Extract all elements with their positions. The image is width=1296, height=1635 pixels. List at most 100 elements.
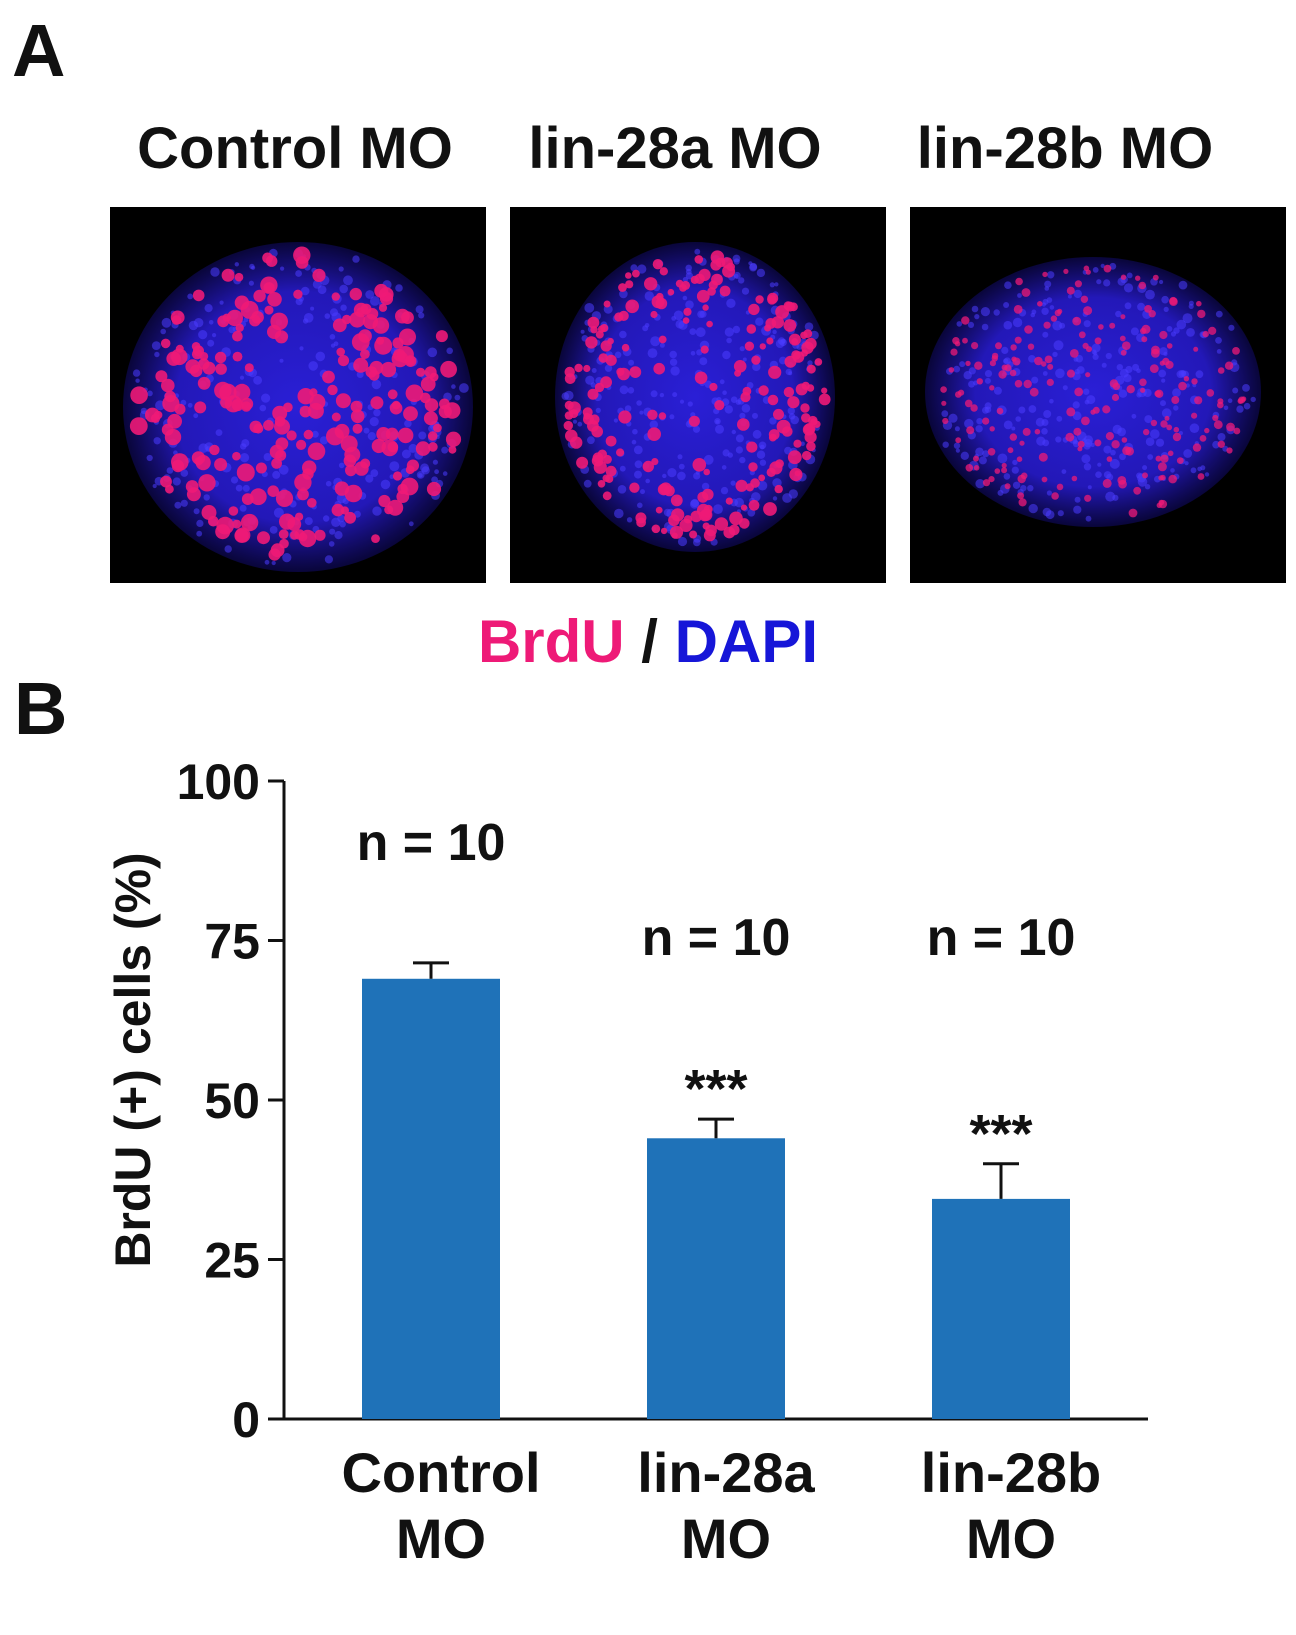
brdu-nucleus bbox=[1138, 281, 1147, 290]
brdu-nucleus bbox=[1082, 342, 1089, 349]
dapi-nucleus bbox=[1215, 337, 1222, 344]
brdu-nucleus bbox=[1066, 407, 1076, 417]
brdu-nucleus bbox=[1191, 412, 1198, 419]
brdu-nucleus bbox=[802, 450, 812, 461]
brdu-nucleus bbox=[621, 343, 630, 352]
brdu-nucleus bbox=[1217, 440, 1225, 448]
brdu-nucleus bbox=[279, 513, 296, 530]
brdu-nucleus bbox=[426, 481, 442, 497]
brdu-nucleus bbox=[602, 454, 612, 464]
dapi-nucleus bbox=[1236, 405, 1244, 413]
dapi-nucleus bbox=[204, 304, 213, 313]
dapi-nucleus bbox=[1083, 320, 1091, 328]
dapi-nucleus bbox=[630, 264, 638, 272]
brdu-nucleus bbox=[650, 310, 658, 319]
brdu-nucleus bbox=[1023, 379, 1032, 389]
dapi-nucleus bbox=[1003, 357, 1011, 365]
dapi-nucleus bbox=[694, 248, 701, 255]
dapi-nucleus bbox=[1173, 405, 1179, 411]
dapi-nucleus bbox=[401, 449, 411, 459]
brdu-nucleus bbox=[583, 364, 591, 373]
dapi-nucleus bbox=[340, 304, 347, 311]
stain-legend: BrdU / DAPI bbox=[0, 612, 1296, 672]
n-label: n = 10 bbox=[927, 909, 1076, 967]
dapi-nucleus bbox=[1052, 320, 1063, 331]
brdu-nucleus bbox=[433, 423, 442, 433]
dapi-nucleus bbox=[242, 484, 250, 492]
brdu-nucleus bbox=[376, 336, 385, 345]
brdu-nucleus bbox=[387, 499, 404, 516]
dapi-nucleus bbox=[1100, 263, 1105, 268]
dapi-nucleus bbox=[689, 328, 697, 335]
dapi-nucleus bbox=[1110, 449, 1116, 456]
dapi-nucleus bbox=[160, 328, 166, 335]
dapi-nucleus bbox=[427, 347, 438, 358]
dapi-nucleus bbox=[166, 467, 174, 474]
dapi-nucleus bbox=[153, 437, 161, 445]
brdu-nucleus bbox=[165, 484, 174, 494]
brdu-nucleus bbox=[380, 361, 397, 378]
brdu-nucleus bbox=[1178, 381, 1187, 391]
dapi-nucleus bbox=[677, 471, 686, 481]
brdu-nucleus bbox=[974, 361, 983, 370]
brdu-nucleus bbox=[214, 351, 227, 364]
brdu-nucleus bbox=[226, 309, 243, 327]
dapi-nucleus bbox=[324, 313, 331, 319]
dapi-nucleus bbox=[135, 378, 140, 383]
brdu-nucleus bbox=[683, 307, 692, 316]
brdu-nucleus bbox=[296, 439, 307, 450]
dapi-nucleus bbox=[614, 351, 622, 359]
brdu-nucleus bbox=[416, 367, 426, 377]
dapi-nucleus bbox=[1092, 267, 1099, 273]
brdu-nucleus bbox=[298, 532, 308, 542]
brdu-nucleus bbox=[607, 337, 614, 345]
brdu-nucleus bbox=[1139, 378, 1147, 387]
brdu-nucleus bbox=[1024, 325, 1033, 334]
brdu-nucleus bbox=[1029, 387, 1039, 397]
brdu-nucleus bbox=[1112, 382, 1121, 391]
dapi-nucleus bbox=[295, 298, 303, 306]
dapi-nucleus bbox=[239, 375, 245, 380]
brdu-nucleus bbox=[1094, 337, 1102, 345]
brdu-nucleus bbox=[1092, 406, 1100, 414]
brdu-nucleus bbox=[378, 303, 388, 312]
dapi-nucleus bbox=[1067, 294, 1072, 299]
dapi-nucleus bbox=[1217, 433, 1226, 441]
brdu-nucleus bbox=[1237, 398, 1244, 404]
dapi-nucleus bbox=[404, 419, 412, 428]
dapi-nucleus bbox=[323, 515, 330, 522]
dapi-nucleus bbox=[1042, 331, 1049, 338]
brdu-nucleus bbox=[1085, 372, 1091, 378]
brdu-nucleus bbox=[1155, 455, 1162, 462]
dapi-nucleus bbox=[632, 428, 638, 435]
brdu-nucleus bbox=[1217, 367, 1225, 374]
brdu-nucleus bbox=[755, 295, 764, 304]
dapi-nucleus bbox=[1047, 271, 1055, 279]
dapi-nucleus bbox=[1103, 279, 1111, 287]
brdu-nucleus bbox=[257, 531, 270, 545]
dapi-nucleus bbox=[584, 303, 595, 313]
brdu-nucleus bbox=[1017, 492, 1025, 500]
dapi-nucleus bbox=[1074, 368, 1080, 375]
dapi-nucleus bbox=[1189, 423, 1200, 433]
dapi-nucleus bbox=[645, 478, 650, 484]
brdu-nucleus bbox=[1171, 396, 1180, 404]
dapi-nucleus bbox=[1161, 295, 1169, 304]
dapi-nucleus bbox=[649, 420, 658, 429]
dapi-nucleus bbox=[1144, 415, 1153, 424]
y-tick-label: 50 bbox=[204, 1073, 260, 1129]
brdu-nucleus bbox=[360, 349, 370, 359]
micrograph-title-lin28b: lin-28b MO bbox=[916, 116, 1214, 181]
brdu-nucleus bbox=[1004, 483, 1011, 490]
brdu-nucleus bbox=[1020, 472, 1028, 480]
brdu-nucleus bbox=[1013, 305, 1023, 314]
dapi-nucleus bbox=[273, 507, 284, 518]
dapi-nucleus bbox=[1028, 405, 1037, 413]
dapi-nucleus bbox=[1072, 440, 1080, 448]
brdu-nucleus bbox=[618, 410, 632, 424]
dapi-nucleus bbox=[1103, 471, 1112, 479]
brdu-nucleus bbox=[1009, 433, 1017, 441]
brdu-nucleus bbox=[1021, 288, 1031, 297]
brdu-nucleus bbox=[1166, 424, 1173, 431]
dapi-nucleus bbox=[993, 386, 1002, 395]
